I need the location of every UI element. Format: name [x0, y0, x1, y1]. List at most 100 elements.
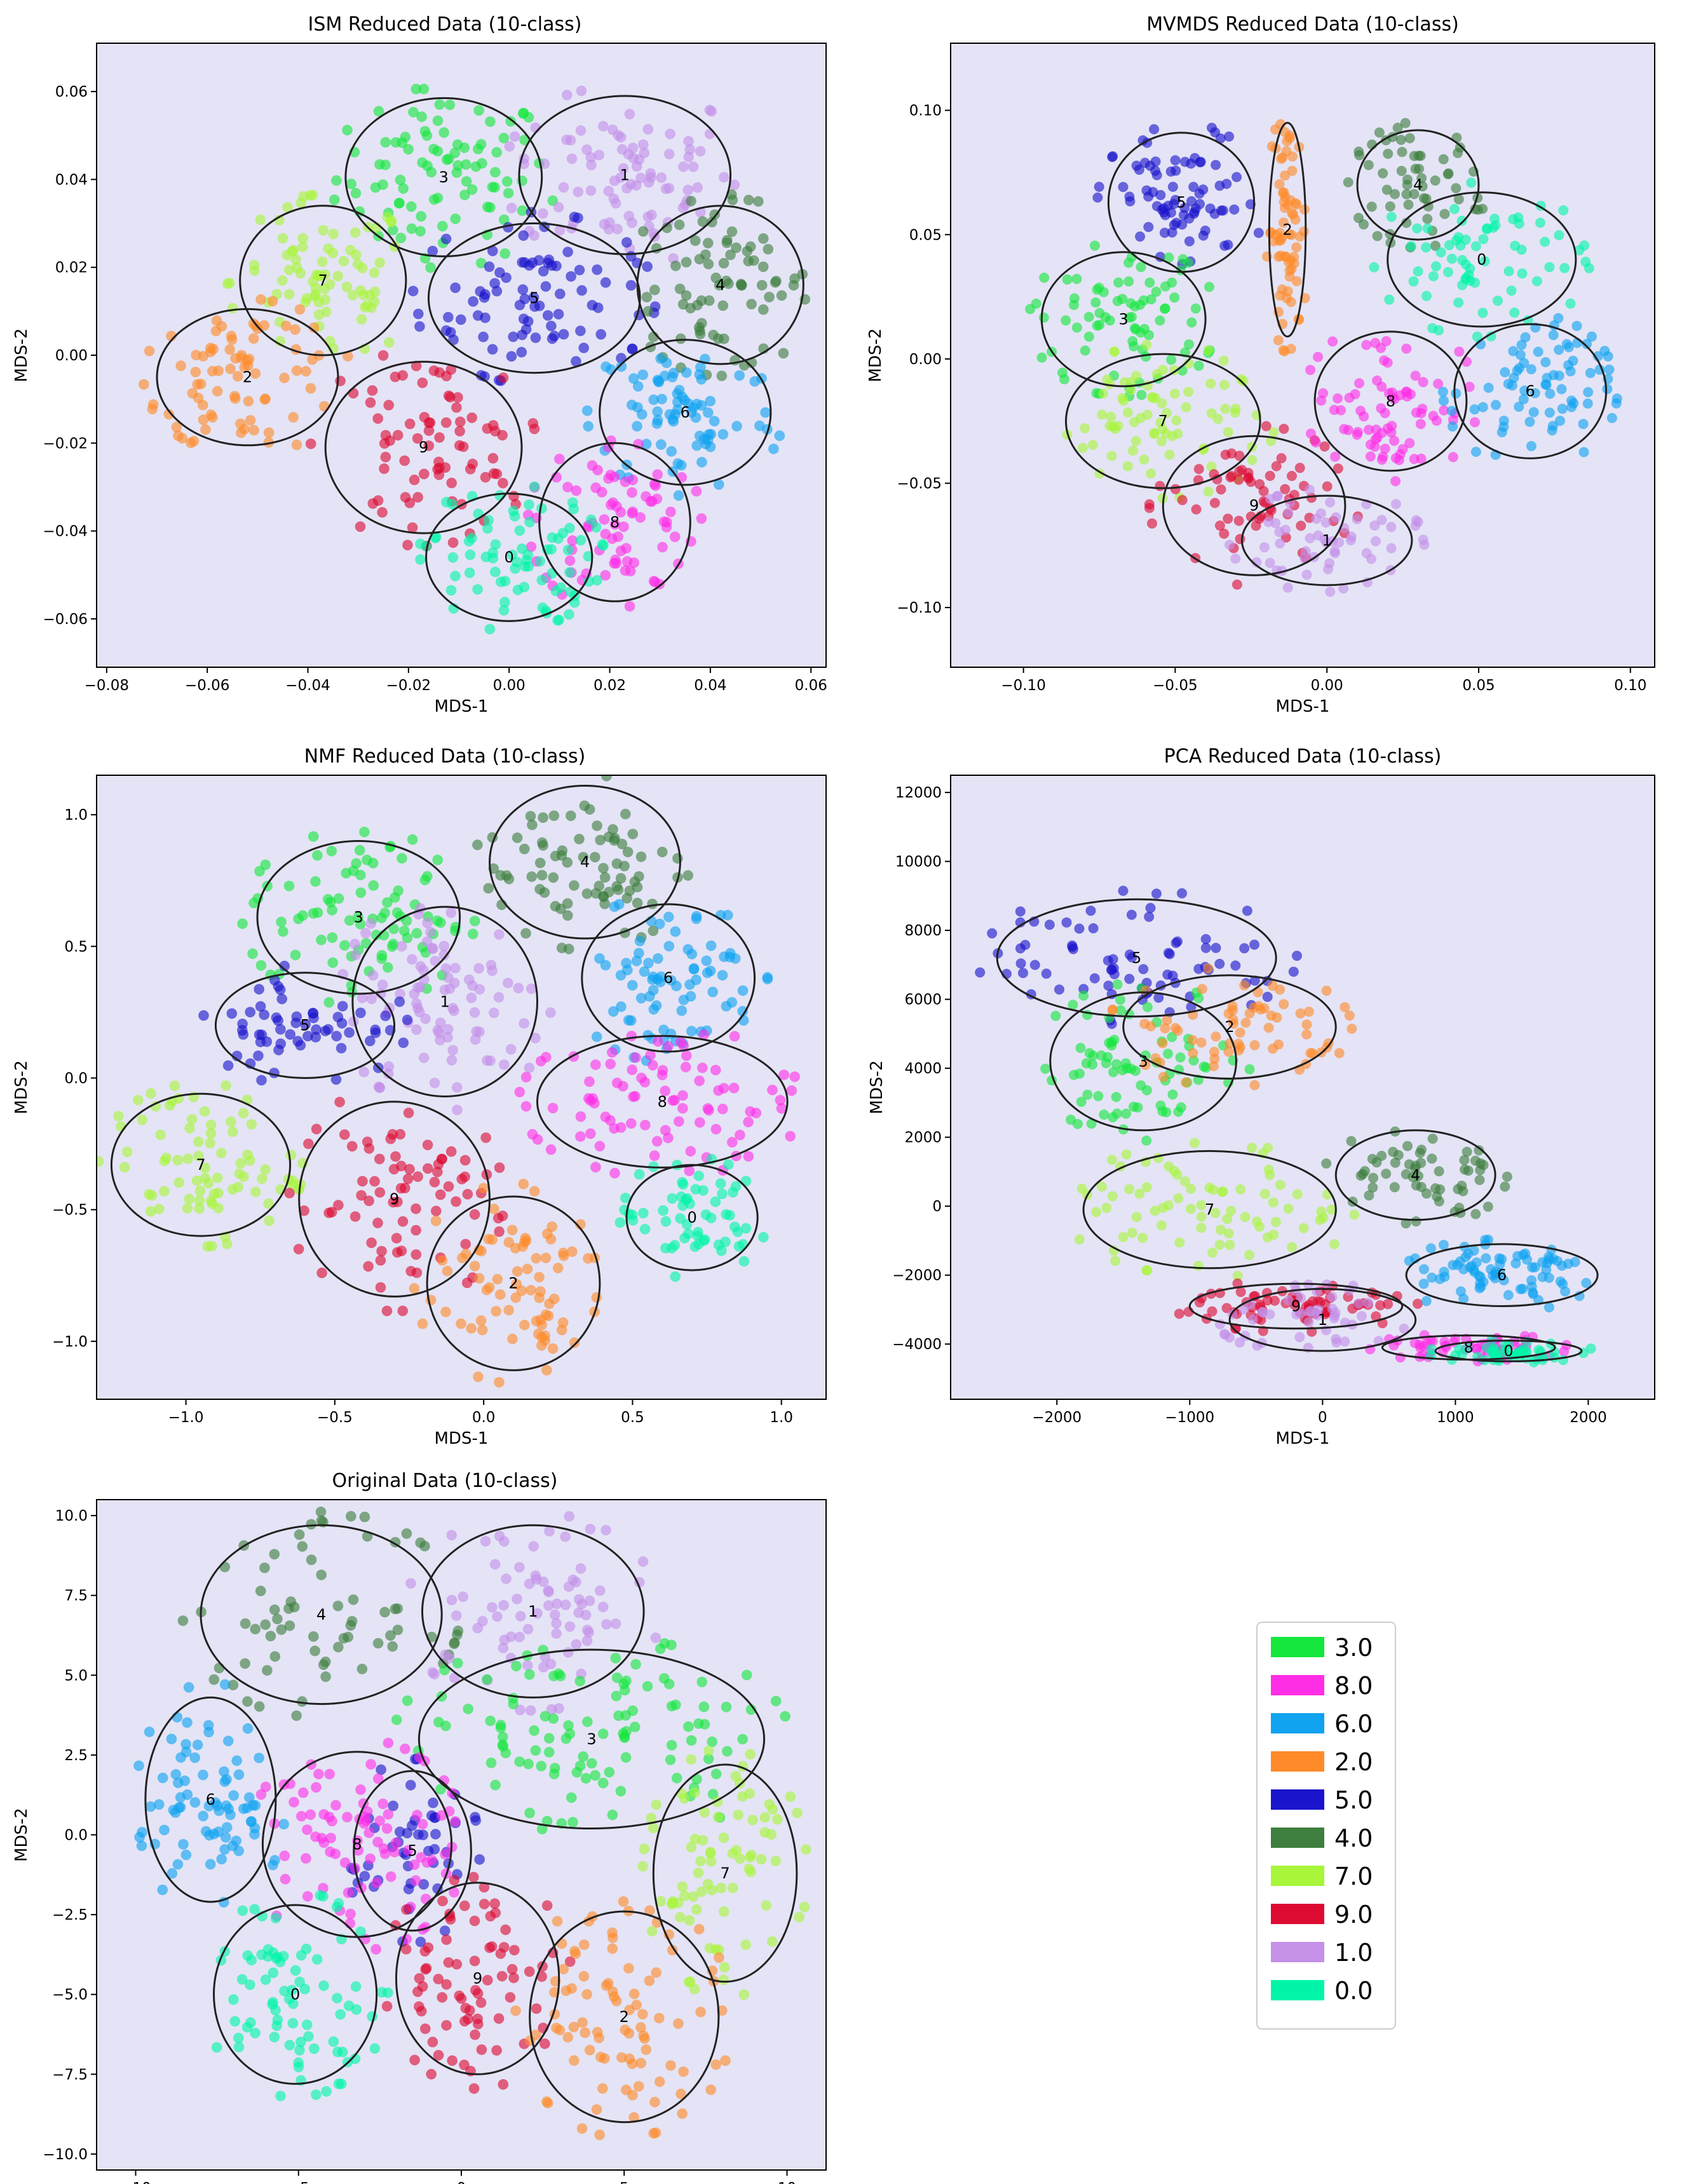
- data-point: [584, 2045, 595, 2056]
- data-point: [650, 480, 661, 491]
- data-point: [1385, 201, 1395, 212]
- data-point: [590, 522, 602, 533]
- data-point: [301, 1853, 311, 1864]
- data-point: [474, 1026, 485, 1038]
- data-point: [1118, 885, 1129, 896]
- data-point: [427, 2037, 438, 2047]
- data-point: [1389, 435, 1399, 446]
- data-point: [166, 1733, 177, 1744]
- cluster-label: 3: [439, 168, 449, 186]
- data-point: [484, 1942, 495, 1953]
- data-point: [556, 1938, 567, 1949]
- data-point: [1193, 963, 1204, 974]
- data-point: [381, 1823, 393, 1834]
- data-point: [414, 982, 426, 993]
- data-point: [475, 1315, 487, 1326]
- data-point: [1288, 967, 1299, 977]
- data-point: [651, 493, 663, 505]
- data-point: [463, 2014, 473, 2025]
- data-point: [568, 2021, 580, 2033]
- data-point: [1406, 241, 1416, 252]
- data-point: [706, 1856, 717, 1867]
- data-point: [284, 1620, 295, 1631]
- data-point: [1557, 404, 1568, 414]
- data-point: [219, 1844, 231, 1855]
- y-tick-label: −2.5: [52, 1907, 88, 1923]
- x-tick-label: 0: [1318, 1409, 1327, 1426]
- data-point: [1570, 1257, 1580, 1268]
- data-point: [1184, 213, 1195, 224]
- data-point: [466, 184, 478, 195]
- data-point: [1543, 1252, 1554, 1262]
- data-point: [1054, 984, 1064, 995]
- data-point: [387, 1641, 398, 1652]
- data-point: [417, 157, 428, 168]
- data-point: [350, 187, 362, 199]
- data-point: [590, 1162, 601, 1173]
- data-point: [618, 521, 629, 532]
- data-point: [1383, 388, 1394, 398]
- data-point: [1124, 1184, 1135, 1195]
- data-point: [1262, 1295, 1273, 1306]
- data-point: [663, 911, 674, 923]
- data-point: [703, 259, 714, 269]
- data-point: [722, 234, 733, 246]
- data-point: [1278, 345, 1289, 356]
- data-point: [524, 1578, 535, 1589]
- cluster-label: 1: [440, 993, 450, 1010]
- data-point: [390, 1603, 401, 1615]
- data-point: [1519, 358, 1530, 369]
- data-point: [1196, 1200, 1207, 1211]
- data-point: [137, 1827, 147, 1838]
- data-point: [1122, 461, 1133, 471]
- data-point: [522, 316, 534, 327]
- data-point: [1305, 365, 1316, 376]
- data-point: [369, 287, 381, 297]
- data-point: [1442, 267, 1453, 278]
- data-point: [576, 85, 587, 97]
- cluster-ellipse: [324, 360, 523, 534]
- data-point: [1306, 428, 1316, 439]
- x-tick-label: 0.0: [472, 1409, 496, 1426]
- data-point: [410, 83, 422, 95]
- data-point: [1527, 1262, 1538, 1273]
- data-point: [213, 1188, 224, 1198]
- data-point: [635, 851, 647, 862]
- data-point: [1266, 227, 1277, 238]
- data-point: [1084, 1048, 1095, 1059]
- data-point: [1167, 431, 1178, 442]
- data-point: [1376, 454, 1387, 465]
- cluster-ellipse: [421, 1524, 645, 1699]
- data-point: [205, 1120, 217, 1130]
- data-point: [767, 1085, 778, 1095]
- data-point: [1390, 476, 1401, 487]
- data-point: [397, 137, 408, 148]
- data-point: [450, 282, 461, 294]
- data-point: [544, 1526, 555, 1536]
- data-point: [485, 960, 497, 970]
- data-point: [1207, 1306, 1218, 1317]
- data-point: [515, 1704, 526, 1716]
- cluster-ellipse: [1241, 494, 1413, 587]
- data-point: [447, 2055, 458, 2066]
- data-point: [398, 1037, 409, 1048]
- data-point: [1352, 430, 1362, 440]
- data-point: [1496, 427, 1507, 438]
- data-point: [307, 189, 318, 201]
- data-point: [728, 1187, 738, 1198]
- data-point: [548, 1671, 559, 1681]
- data-point: [1368, 1172, 1378, 1183]
- data-point: [1418, 534, 1428, 545]
- data-point: [333, 2079, 344, 2089]
- data-point: [1263, 1143, 1273, 1153]
- data-point: [1517, 268, 1528, 279]
- data-point: [245, 1979, 255, 1990]
- data-point: [648, 1822, 659, 1833]
- data-point: [1254, 479, 1265, 489]
- data-point: [571, 356, 581, 367]
- data-point: [628, 2112, 639, 2123]
- data-point: [562, 910, 573, 921]
- data-point: [144, 1189, 154, 1200]
- data-point: [1203, 963, 1214, 973]
- data-point: [553, 201, 564, 213]
